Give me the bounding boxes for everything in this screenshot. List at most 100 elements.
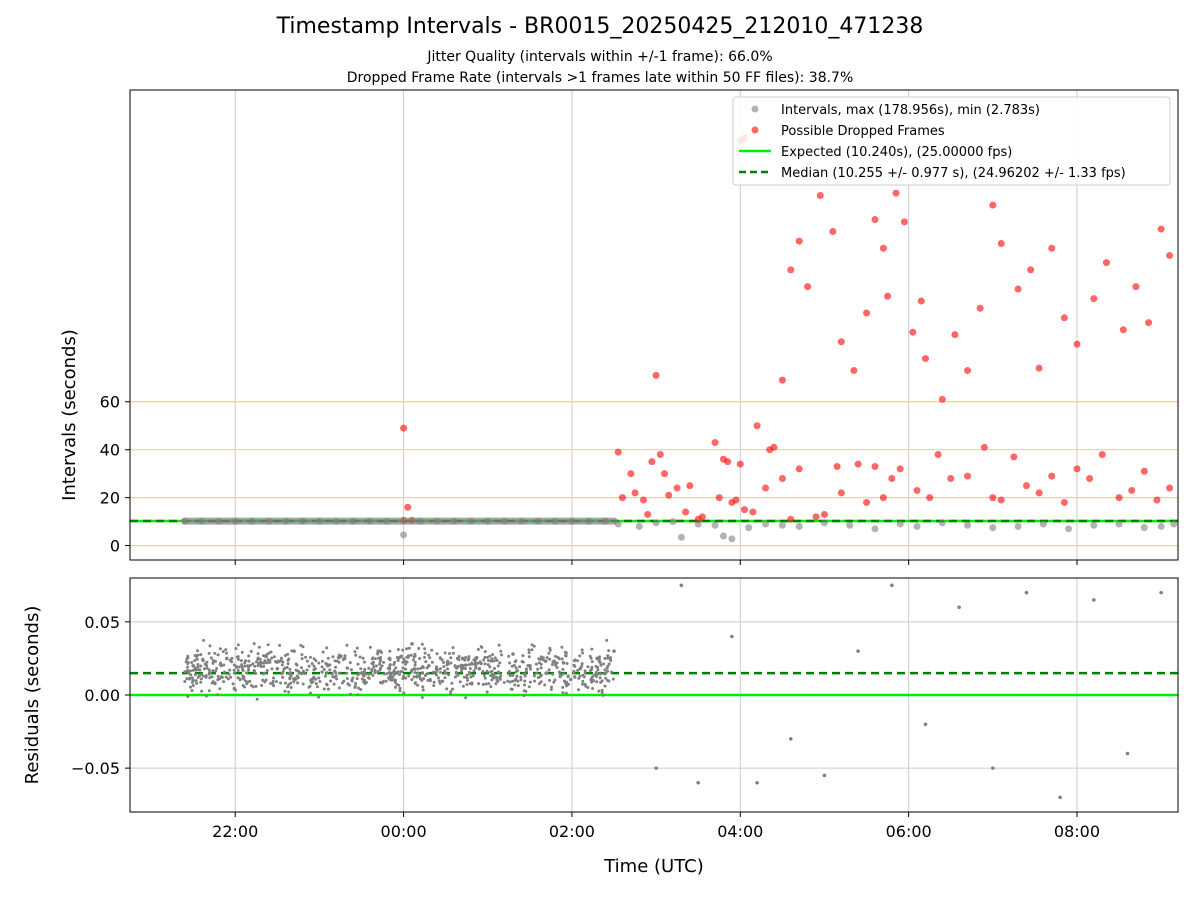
residual-point [240, 663, 244, 667]
interval-point [719, 532, 727, 540]
residual-point [457, 654, 461, 658]
residual-point [299, 643, 303, 647]
legend: Intervals, max (178.956s), min (2.783s) … [732, 96, 1171, 186]
dropped-frame-point [618, 494, 626, 502]
residual-point [193, 658, 197, 662]
residual-point [299, 666, 303, 670]
intervals-y-axis-label: Intervals (seconds) [59, 329, 80, 501]
residual-point [586, 665, 590, 669]
dropped-frame-point [892, 189, 900, 197]
residual-point [283, 666, 287, 670]
dropped-frame-point [1102, 259, 1110, 267]
residual-point [280, 663, 284, 667]
residual-point [205, 664, 209, 668]
residual-point [326, 656, 330, 660]
residual-point [483, 662, 487, 666]
residual-point [239, 659, 243, 663]
residual-point [237, 665, 241, 669]
residual-point [418, 676, 422, 680]
residual-point [280, 656, 284, 660]
interval-point [635, 522, 643, 530]
residual-point [549, 685, 553, 689]
interval-point [938, 519, 946, 527]
residual-point [553, 654, 557, 658]
residual-point [207, 651, 211, 655]
residual-point [373, 671, 377, 675]
interval-point [745, 524, 753, 532]
residual-point [493, 656, 497, 660]
residuals-y-tick-label: 0.05 [84, 613, 120, 632]
residual-point [507, 670, 511, 674]
residual-point [297, 669, 301, 673]
residual-point [189, 673, 193, 677]
residual-point [609, 658, 613, 662]
residual-point [254, 660, 258, 664]
residual-point [263, 671, 267, 675]
intervals-y-tick-label: 40 [100, 441, 120, 460]
x-tick-label: 04:00 [717, 822, 763, 841]
interval-point [989, 524, 997, 532]
dropped-frame-point [837, 338, 845, 346]
residual-point [378, 680, 382, 684]
residual-point [238, 677, 242, 681]
residual-point [211, 658, 215, 662]
dropped-frame-point [762, 484, 770, 492]
residual-point [199, 677, 203, 681]
dropped-frame-point [661, 470, 669, 478]
residual-point [305, 659, 309, 663]
residual-point [394, 666, 398, 670]
residual-point [547, 678, 551, 682]
residual-point [521, 654, 525, 658]
residual-point [421, 666, 425, 670]
residual-point [287, 690, 291, 694]
residual-point [241, 674, 245, 678]
residual-point [357, 671, 361, 675]
residual-point [430, 648, 434, 652]
residual-point [415, 674, 419, 678]
residual-point [334, 674, 338, 678]
residual-point [524, 689, 528, 693]
dropped-frame-point [888, 474, 896, 482]
residual-point [393, 685, 397, 689]
residual-point [696, 780, 700, 785]
dropped-frame-point [947, 474, 955, 482]
residual-point [363, 682, 367, 686]
residual-point [822, 773, 827, 778]
residual-point [552, 680, 556, 684]
residual-point [490, 659, 494, 663]
residual-point [516, 679, 520, 683]
residual-point [361, 674, 365, 678]
residual-point [564, 691, 568, 695]
residual-point [534, 662, 538, 666]
residual-point [547, 668, 551, 672]
residual-point [485, 690, 489, 694]
residual-point [229, 675, 233, 679]
residual-point [508, 680, 512, 684]
residual-point [190, 661, 194, 665]
residual-point [269, 650, 273, 654]
dropped-frame-point [627, 470, 635, 478]
residual-point [401, 648, 405, 652]
residual-point [325, 671, 329, 675]
residual-point [381, 680, 385, 684]
residual-point [215, 693, 219, 697]
residual-point [537, 657, 541, 661]
residual-point [486, 655, 490, 659]
residual-point [404, 662, 408, 666]
residual-point [461, 684, 465, 688]
residual-point [313, 667, 317, 671]
residual-point [205, 666, 209, 670]
residual-point [445, 660, 449, 664]
dropped-frame-point [854, 460, 862, 468]
residual-point [605, 638, 609, 642]
residual-point [359, 687, 363, 691]
residual-point [380, 664, 384, 668]
residual-point [463, 667, 467, 671]
residual-point [388, 678, 392, 682]
residual-point [514, 677, 518, 681]
dropped-frame-point [980, 443, 988, 451]
residual-point [606, 654, 610, 658]
residual-point [485, 669, 489, 673]
residual-point [236, 676, 240, 680]
residual-point [409, 653, 413, 657]
